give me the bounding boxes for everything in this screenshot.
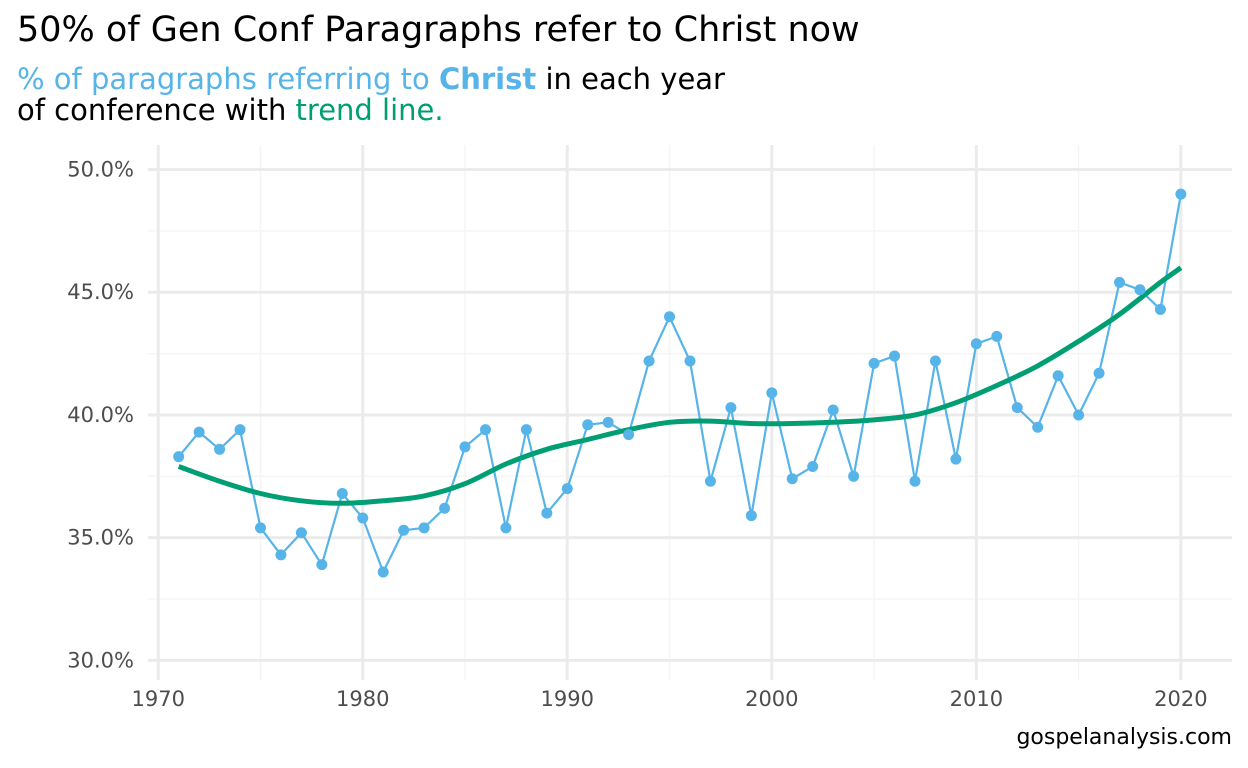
data-point	[602, 416, 614, 428]
data-point	[766, 387, 778, 399]
data-point	[991, 330, 1003, 342]
subtitle-text-blue: % of paragraphs referring to	[17, 62, 439, 96]
data-point	[1134, 284, 1146, 296]
subtitle-text-plain-2: of conference with	[17, 93, 296, 127]
data-point	[929, 355, 941, 367]
data-point	[398, 524, 410, 536]
y-tick-label: 45.0%	[67, 280, 134, 304]
tick-labels: 1970 1980 1990 2000 2010 2020 30.0% 35.0% 40.0% 4…	[67, 158, 1207, 711]
data-point	[970, 338, 982, 350]
major-gridlines	[148, 145, 1232, 680]
data-point	[582, 419, 594, 431]
data-point	[418, 522, 430, 534]
x-tick-label: 1980	[336, 687, 389, 711]
data-point	[786, 473, 798, 485]
data-point	[827, 404, 839, 416]
series-line-yearly	[177, 193, 1182, 574]
source-caption: gospelanalysis.com	[1016, 725, 1232, 750]
subtitle-text-plain: in each year	[536, 62, 725, 96]
data-point	[643, 355, 655, 367]
x-tick-label: 2000	[745, 687, 798, 711]
data-point	[316, 559, 328, 571]
data-point	[295, 527, 307, 539]
data-point	[889, 350, 901, 362]
data-point	[1114, 276, 1126, 288]
data-point	[377, 566, 389, 578]
y-tick-label: 50.0%	[67, 158, 134, 182]
data-point	[1175, 188, 1187, 200]
x-tick-label: 1970	[131, 687, 184, 711]
data-point	[909, 475, 921, 487]
data-point	[234, 424, 246, 436]
data-point	[623, 429, 635, 441]
subtitle-line-2: of conference with trend line.	[17, 95, 725, 126]
x-tick-label: 2010	[950, 687, 1003, 711]
y-tick-label: 30.0%	[67, 648, 134, 672]
data-point	[541, 507, 553, 519]
chart-subtitle: % of paragraphs referring to Christ in e…	[17, 64, 725, 126]
data-point	[561, 483, 573, 495]
data-point	[214, 443, 226, 455]
series-layer	[173, 188, 1187, 578]
data-point	[1073, 409, 1085, 421]
data-point	[664, 311, 676, 323]
data-point	[254, 522, 266, 534]
subtitle-text-bold: Christ	[438, 62, 537, 96]
subtitle-line-1: % of paragraphs referring to Christ in e…	[17, 64, 725, 95]
data-point	[439, 502, 451, 514]
data-point	[807, 460, 819, 472]
subtitle-text-green: trend line.	[295, 93, 444, 127]
data-point	[173, 451, 185, 463]
minor-gridlines	[148, 145, 1232, 680]
data-point	[848, 470, 860, 482]
y-tick-label: 40.0%	[67, 403, 134, 427]
data-point	[193, 426, 205, 438]
trend-line	[177, 265, 1183, 506]
data-point	[725, 402, 737, 414]
data-point	[357, 512, 369, 524]
data-point	[745, 510, 757, 522]
data-point	[868, 357, 880, 369]
data-point	[684, 355, 696, 367]
chart-title: 50% of Gen Conf Paragraphs refer to Chri…	[17, 10, 860, 50]
data-point	[1093, 367, 1105, 379]
data-point	[704, 475, 716, 487]
data-point	[479, 424, 491, 436]
data-point	[459, 441, 471, 453]
x-tick-label: 1990	[541, 687, 594, 711]
data-point	[336, 487, 348, 499]
data-point	[520, 424, 532, 436]
data-point	[500, 522, 512, 534]
data-point	[1052, 370, 1064, 382]
data-point	[950, 453, 962, 465]
data-point	[275, 549, 287, 561]
y-tick-label: 35.0%	[67, 526, 134, 550]
data-point	[1032, 421, 1044, 433]
data-point	[1011, 402, 1023, 414]
x-tick-label: 2020	[1154, 687, 1207, 711]
data-point	[1154, 303, 1166, 315]
